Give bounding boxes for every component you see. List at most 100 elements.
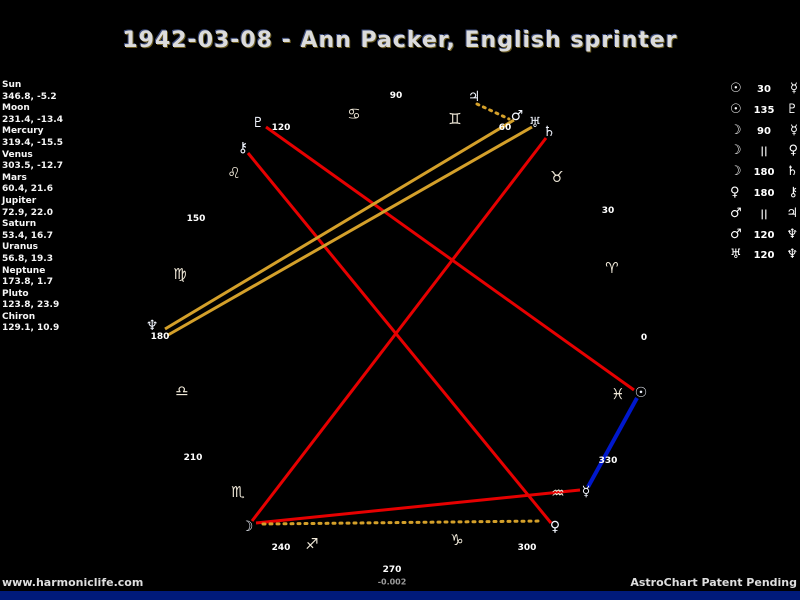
aspect-angle: || [760, 208, 768, 220]
aspect-line-moon-saturn [250, 137, 548, 522]
aspect-angle: 180 [753, 188, 775, 199]
planet-name: Venus [2, 149, 33, 160]
aspect-planet2-pluto-icon: ♇ [786, 101, 798, 117]
planet-name: Saturn [2, 219, 37, 230]
planet-coordinates: 129.1, 10.9 [2, 323, 60, 334]
planet-name: Moon [2, 103, 30, 114]
aspect-planet2-neptune-icon: ♆ [786, 247, 798, 263]
planet-saturn-icon: ♄ [542, 124, 556, 140]
aspect-line-jupiter-mars [475, 102, 511, 121]
planet-coordinates: 56.8, 19.3 [2, 253, 53, 264]
website-url: www.harmoniclife.com [2, 576, 144, 589]
aspect-line-mars-neptune [164, 118, 515, 331]
aspect-line-sun-pluto [265, 125, 635, 392]
aspect-planet1-venus-icon: ♀ [730, 185, 740, 200]
degree-label-120: 120 [271, 123, 291, 133]
degree-label-210: 210 [183, 453, 203, 463]
aspect-angle: 30 [757, 84, 771, 95]
aspect-planet2-venus-icon: ♀ [788, 143, 798, 159]
planet-jupiter-icon: ♃ [467, 89, 481, 105]
planet-coordinates: 231.4, -13.4 [2, 114, 63, 125]
zodiac-sign-pisces-icon: ♓ [611, 385, 625, 403]
degree-label-180: 180 [150, 332, 170, 342]
planet-sun-icon: ☉ [634, 385, 648, 401]
degree-label-150: 150 [186, 214, 206, 224]
aspect-row-mars-neptune: ♂ 120 ♆ [728, 226, 798, 246]
aspect-row-moon-mercury: ☽ 90 ☿ [728, 122, 798, 142]
zodiac-sign-gemini-icon: ♊ [448, 110, 462, 128]
planet-name: Mercury [2, 126, 44, 137]
planet-name: Sun [2, 80, 22, 90]
aspect-planet1-moon-icon: ☽ [730, 164, 742, 180]
planet-coordinates: 173.8, 1.7 [2, 277, 53, 288]
aspect-angle: 135 [753, 104, 775, 116]
planet-chiron-icon: ⚷ [237, 140, 249, 156]
planet-venus-icon: ♀ [549, 519, 561, 535]
aspect-planet2-neptune-icon: ♆ [786, 226, 798, 242]
aspect-planet1-mars-icon: ♂ [730, 226, 742, 242]
aspect-planet1-sun-icon: ☉ [730, 101, 742, 117]
aspect-planet1-uranus-icon: ♅ [730, 247, 742, 263]
aspect-angle: || [760, 146, 768, 158]
planet-coordinates: 303.5, -12.7 [2, 161, 63, 172]
aspect-line-sun-mercury [586, 397, 639, 488]
zodiac-sign-cancer-icon: ♋ [347, 105, 361, 123]
zodiac-sign-capricorn-icon: ♑ [450, 531, 464, 549]
degree-label-300: 300 [517, 543, 537, 553]
planet-name: Pluto [2, 288, 29, 299]
zodiac-sign-libra-icon: ♎ [175, 382, 189, 400]
planet-neptune-icon: ♆ [145, 318, 159, 334]
patent-notice: AstroChart Patent Pending [630, 576, 797, 589]
aspect-angle: 120 [753, 229, 775, 241]
aspect-row-sun-pluto: ☉ 135 ♇ [728, 101, 798, 121]
aspect-row-mars-jupiter: ♂ || ♃ [728, 205, 798, 225]
aspect-line-venus-chiron [246, 152, 553, 524]
planet-coordinates: 319.4, -15.5 [2, 137, 63, 148]
zodiac-sign-aries-icon: ♈ [605, 259, 619, 277]
aspect-planet2-mercury-icon: ☿ [790, 81, 798, 96]
aspect-angle: 120 [753, 250, 775, 262]
planet-coordinates: 60.4, 21.6 [2, 184, 53, 195]
zodiac-sign-sagittarius-icon: ♐ [305, 535, 319, 553]
aspect-planet2-mercury-icon: ☿ [790, 122, 798, 138]
planet-positions-panel: Sun 346.8, -5.2 Moon 231.4, -13.4 Mercury 319… [2, 80, 122, 335]
planet-coordinates: 346.8, -5.2 [2, 91, 57, 102]
aspect-planet2-chiron-icon: ⚷ [788, 185, 798, 200]
aspect-planet1-moon-icon: ☽ [730, 143, 742, 159]
aspect-angle: 90 [757, 125, 771, 137]
planet-uranus-icon: ♅ [528, 115, 542, 131]
zodiac-sign-leo-icon: ♌ [227, 164, 241, 182]
degree-label-30: 30 [601, 206, 615, 216]
aspect-row-moon-venus: ☽ || ♀ [728, 142, 798, 162]
planet-pluto-icon: ♇ [251, 115, 265, 131]
aspect-line-moon-venus [261, 519, 544, 526]
aspect-line-uranus-neptune [167, 125, 533, 337]
planet-coordinates: 53.4, 16.7 [2, 230, 53, 241]
planet-moon-icon: ☽ [240, 519, 254, 535]
aspect-row-moon-saturn: ☽ 180 ♄ [728, 163, 798, 183]
aspect-planet1-moon-icon: ☽ [730, 122, 742, 138]
aspect-planet1-sun-icon: ☉ [730, 81, 742, 96]
aspect-planet2-saturn-icon: ♄ [786, 164, 798, 180]
zodiac-sign-taurus-icon: ♉ [550, 168, 564, 186]
aspect-row-uranus-neptune: ♅ 120 ♆ [728, 246, 798, 266]
planet-mars-icon: ♂ [510, 108, 524, 124]
planet-name: Chiron [2, 311, 36, 322]
aspect-row-venus-chiron: ♀ 180 ⚷ [728, 184, 798, 204]
zodiac-sign-scorpio-icon: ♏ [231, 483, 245, 501]
planet-name: Uranus [2, 242, 38, 253]
aspect-row-sun-mercury: ☉ 30 ☿ [728, 80, 798, 100]
degree-label-90: 90 [389, 91, 403, 101]
aspect-planet1-mars-icon: ♂ [730, 205, 742, 221]
planet-name: Mars [2, 172, 27, 183]
center-offset-label: -0.002 [377, 577, 407, 587]
planet-name: Neptune [2, 265, 46, 276]
planet-coordinates: 123.8, 23.9 [2, 300, 60, 311]
zodiac-sign-aquarius-icon: ♒ [551, 484, 565, 502]
planet-coordinates: 72.9, 22.0 [2, 207, 53, 218]
degree-label-270: 270 [382, 565, 402, 575]
bottom-bar [0, 591, 800, 600]
